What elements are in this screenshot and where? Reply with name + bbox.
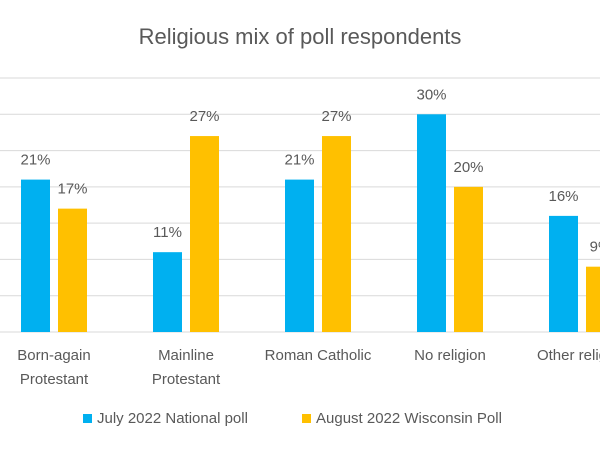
bar: [285, 179, 314, 332]
x-tick-label: Other religion: [537, 347, 600, 364]
legend-label: July 2022 National poll: [97, 410, 248, 427]
bar: [322, 136, 351, 332]
bar: [586, 266, 600, 332]
bar: [549, 215, 578, 332]
legend-label: August 2022 Wisconsin Poll: [316, 410, 502, 427]
data-label: 27%: [189, 108, 219, 125]
data-label: 21%: [284, 152, 314, 169]
chart-title: Religious mix of poll respondents: [139, 24, 462, 49]
x-tick-label: No religion: [414, 347, 486, 364]
data-label: 9%: [590, 239, 600, 256]
legend-swatch: [302, 414, 311, 423]
data-label: 11%: [153, 224, 182, 241]
data-label: 21%: [20, 152, 50, 169]
bar: [190, 136, 219, 332]
legend-swatch: [83, 414, 92, 423]
data-label: 27%: [321, 108, 351, 125]
bar: [21, 179, 50, 332]
data-label: 30%: [416, 86, 446, 103]
bar: [454, 186, 483, 332]
bar: [58, 208, 87, 332]
bar: [153, 252, 182, 332]
data-label: 20%: [453, 159, 483, 176]
x-tick-label: Roman Catholic: [265, 347, 372, 364]
bar: [417, 114, 446, 333]
data-label: 16%: [548, 188, 578, 205]
data-label: 17%: [57, 181, 87, 198]
x-tick-label: Mainline Protestant: [152, 347, 221, 388]
x-tick-label: Born-again Protestant: [17, 347, 90, 388]
